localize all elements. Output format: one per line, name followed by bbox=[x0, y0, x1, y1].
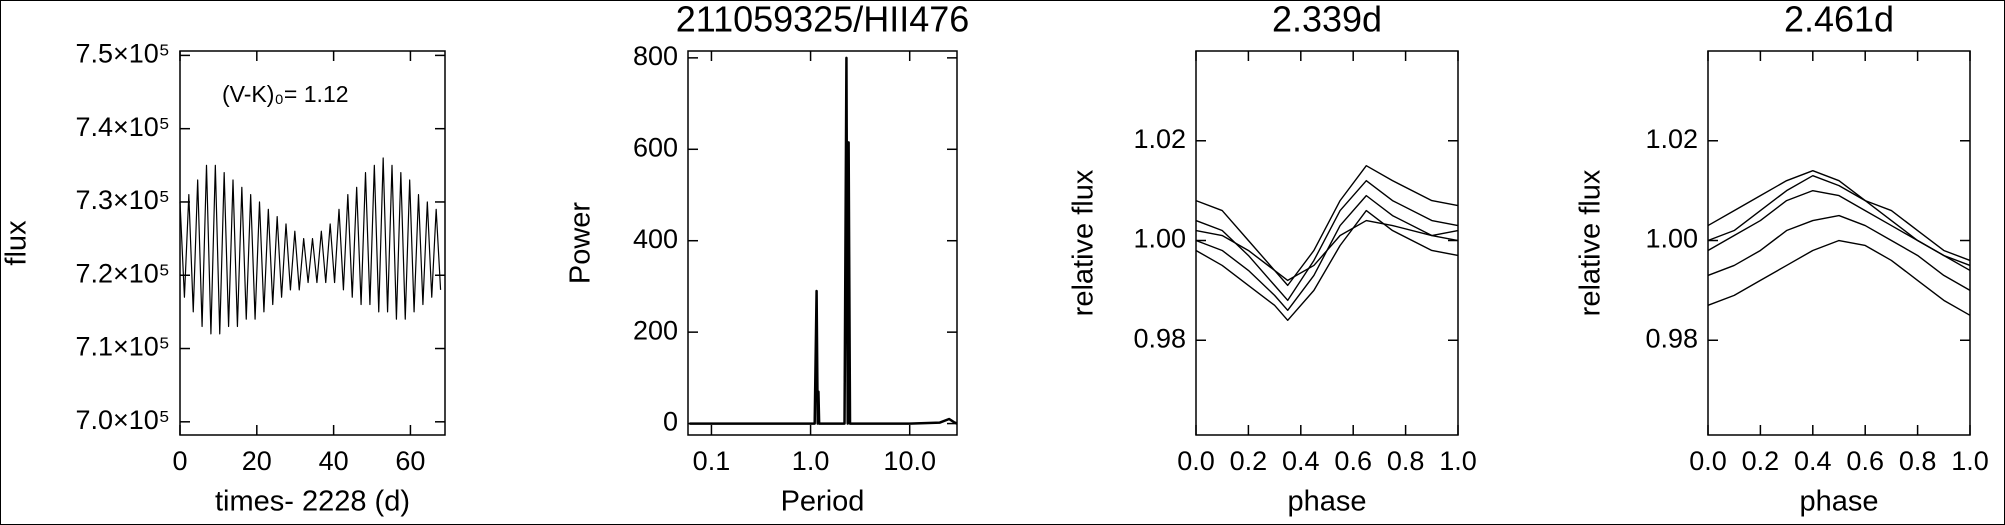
x-tick-label: 0.0 bbox=[1177, 446, 1215, 476]
x-tick-label: 0.2 bbox=[1230, 446, 1268, 476]
y-tick-label: 7.3×10⁵ bbox=[75, 185, 170, 215]
data-line bbox=[689, 56, 958, 425]
y-axis-label: relative flux bbox=[1575, 169, 1607, 316]
x-tick-label: 0.4 bbox=[1794, 446, 1832, 476]
plot-frame bbox=[1707, 50, 1971, 436]
y-tick-label: 800 bbox=[633, 41, 678, 71]
x-tick-label: 0.6 bbox=[1334, 446, 1372, 476]
plot-frame bbox=[687, 50, 958, 436]
y-tick-label: 0 bbox=[663, 407, 678, 437]
x-tick-label: 0.8 bbox=[1899, 446, 1937, 476]
x-axis-label: phase bbox=[1287, 486, 1366, 518]
y-axis-label: Power bbox=[565, 202, 597, 285]
x-tick-label: 1.0 bbox=[1439, 446, 1477, 476]
x-axis-label: Period bbox=[781, 486, 865, 518]
y-axis-label: relative flux bbox=[1068, 169, 1100, 316]
y-tick-label: 600 bbox=[633, 132, 678, 162]
y-tick-label: 200 bbox=[633, 315, 678, 345]
y-tick-label: 1.02 bbox=[1133, 124, 1186, 154]
y-tick-label: 7.2×10⁵ bbox=[75, 258, 170, 288]
x-tick-label: 10.0 bbox=[883, 446, 936, 476]
data-line bbox=[1195, 179, 1459, 302]
plot-frame bbox=[179, 50, 446, 436]
data-line bbox=[1195, 209, 1459, 321]
y-tick-label: 7.4×10⁵ bbox=[75, 112, 170, 142]
panel-title: 211059325/HII476 bbox=[676, 0, 970, 40]
annotation: (V-K)₀= 1.12 bbox=[222, 81, 349, 107]
y-tick-label: 1.02 bbox=[1645, 124, 1698, 154]
x-tick-label: 0.8 bbox=[1387, 446, 1425, 476]
x-axis-label: phase bbox=[1799, 486, 1878, 518]
data-line bbox=[1195, 164, 1459, 287]
data-line bbox=[1707, 214, 1971, 291]
x-tick-label: 60 bbox=[395, 446, 425, 476]
x-tick-label: 20 bbox=[242, 446, 272, 476]
y-tick-label: 7.0×10⁵ bbox=[75, 405, 170, 435]
plot-frame bbox=[1195, 50, 1459, 436]
y-tick-label: 400 bbox=[633, 224, 678, 254]
data-line bbox=[1707, 239, 1971, 316]
x-tick-label: 0.6 bbox=[1846, 446, 1884, 476]
y-tick-label: 1.00 bbox=[1133, 224, 1186, 254]
data-line bbox=[179, 157, 442, 335]
y-tick-label: 7.5×10⁵ bbox=[75, 39, 170, 69]
data-line bbox=[1707, 189, 1971, 272]
x-axis-label: times- 2228 (d) bbox=[215, 486, 410, 518]
x-tick-label: 1.0 bbox=[792, 446, 830, 476]
y-tick-label: 0.98 bbox=[1133, 323, 1186, 353]
x-tick-label: 0 bbox=[172, 446, 187, 476]
x-tick-label: 1.0 bbox=[1951, 446, 1989, 476]
y-tick-label: 0.98 bbox=[1645, 323, 1698, 353]
x-tick-label: 0.1 bbox=[693, 446, 731, 476]
x-tick-label: 0.0 bbox=[1689, 446, 1727, 476]
x-tick-label: 0.2 bbox=[1742, 446, 1780, 476]
y-axis-label: flux bbox=[1, 220, 33, 266]
x-tick-label: 0.4 bbox=[1282, 446, 1320, 476]
x-tick-label: 40 bbox=[319, 446, 349, 476]
data-line bbox=[1707, 174, 1971, 262]
y-tick-label: 1.00 bbox=[1645, 224, 1698, 254]
data-line bbox=[1195, 219, 1459, 282]
panel-title: 2.339d bbox=[1272, 0, 1382, 40]
y-tick-label: 7.1×10⁵ bbox=[75, 332, 170, 362]
data-line bbox=[1195, 194, 1459, 312]
panel-title: 2.461d bbox=[1784, 0, 1894, 40]
